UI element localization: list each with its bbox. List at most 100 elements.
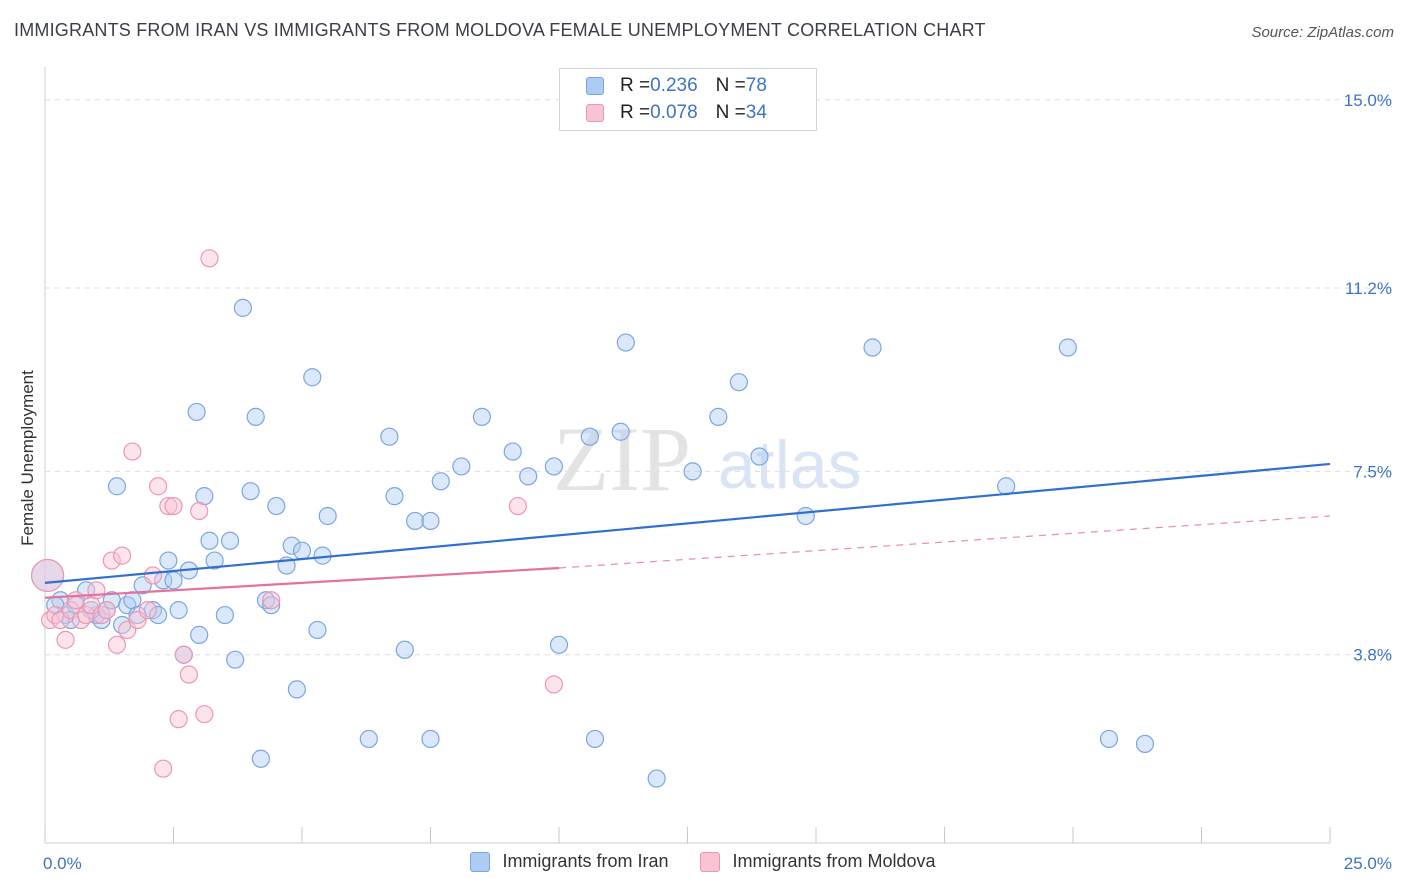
moldova-point[interactable] bbox=[200, 249, 219, 268]
iran-point[interactable] bbox=[580, 427, 599, 446]
iran-point[interactable] bbox=[226, 650, 245, 669]
moldova-point[interactable] bbox=[71, 610, 91, 630]
iran-point[interactable] bbox=[241, 482, 260, 501]
iran-point[interactable] bbox=[287, 680, 306, 699]
moldova-point[interactable] bbox=[544, 675, 563, 694]
series-legend-moldova[interactable]: Immigrants from Moldova bbox=[700, 851, 936, 872]
moldova-point[interactable] bbox=[190, 501, 209, 521]
legend-iran-r-value: 0.236 bbox=[650, 75, 698, 96]
iran-point[interactable] bbox=[303, 368, 322, 387]
iran-point[interactable] bbox=[233, 298, 252, 317]
iran-point[interactable] bbox=[318, 506, 337, 526]
iran-point[interactable] bbox=[421, 729, 440, 749]
moldova-point[interactable] bbox=[143, 566, 163, 585]
iran-point[interactable] bbox=[148, 605, 168, 625]
moldova-point[interactable] bbox=[195, 705, 214, 724]
moldova-point[interactable] bbox=[262, 591, 281, 610]
iran-point[interactable] bbox=[709, 407, 728, 426]
moldova-point[interactable] bbox=[66, 591, 85, 610]
iran-point[interactable] bbox=[997, 477, 1016, 496]
iran-point[interactable] bbox=[683, 462, 702, 481]
iran-point[interactable] bbox=[1058, 338, 1077, 357]
moldova-point[interactable] bbox=[107, 635, 127, 654]
iran-point[interactable] bbox=[863, 338, 882, 357]
moldova-point[interactable] bbox=[154, 759, 173, 778]
iran-point[interactable] bbox=[395, 640, 414, 659]
iran-point[interactable] bbox=[164, 571, 183, 590]
legend-row-moldova: R = 0.078 N = 34 bbox=[586, 101, 767, 125]
iran-point[interactable] bbox=[169, 601, 188, 620]
iran-point[interactable] bbox=[611, 422, 630, 441]
iran-point[interactable] bbox=[159, 551, 178, 570]
iran-point[interactable] bbox=[359, 729, 378, 749]
y-tick-label: 7.5% bbox=[1353, 462, 1392, 481]
iran-point[interactable] bbox=[380, 427, 399, 446]
moldova-point[interactable] bbox=[138, 601, 157, 620]
moldova-trend-line bbox=[44, 566, 560, 599]
iran-point[interactable] bbox=[544, 457, 563, 476]
iran-point[interactable] bbox=[267, 496, 286, 516]
moldova-point[interactable] bbox=[97, 601, 116, 620]
moldova-point[interactable] bbox=[508, 496, 527, 516]
legend-moldova-n-value: 34 bbox=[745, 102, 767, 123]
y-tick-label: 3.8% bbox=[1353, 646, 1392, 665]
series-legend-iran[interactable]: Immigrants from Iran bbox=[470, 851, 668, 872]
moldova-point[interactable] bbox=[123, 442, 142, 461]
moldova-point[interactable] bbox=[41, 610, 60, 630]
axes bbox=[44, 67, 1331, 844]
series-swatch-iran bbox=[470, 851, 491, 872]
moldova-point[interactable] bbox=[169, 710, 188, 729]
iran-point[interactable] bbox=[143, 601, 163, 620]
iran-point[interactable] bbox=[431, 472, 450, 491]
iran-point[interactable] bbox=[292, 541, 312, 560]
moldova-point[interactable] bbox=[148, 477, 168, 496]
iran-point[interactable] bbox=[616, 333, 635, 352]
iran-point[interactable] bbox=[549, 635, 569, 654]
chart-title: IMMIGRANTS FROM IRAN VS IMMIGRANTS FROM … bbox=[14, 20, 986, 40]
iran-point[interactable] bbox=[190, 625, 209, 644]
iran-point[interactable] bbox=[585, 729, 605, 749]
iran-point[interactable] bbox=[220, 531, 240, 550]
iran-point[interactable] bbox=[1135, 734, 1155, 754]
iran-point[interactable] bbox=[796, 506, 815, 526]
iran-point[interactable] bbox=[519, 467, 538, 486]
iran-point[interactable] bbox=[251, 749, 270, 768]
moldova-point[interactable] bbox=[92, 605, 111, 625]
iran-point[interactable] bbox=[647, 769, 666, 788]
axis-tick-labels: 3.8% 7.5% 11.2% 15.0% 0.0% 25.0% bbox=[43, 91, 1392, 873]
iran-point[interactable] bbox=[421, 511, 440, 531]
moldova-point[interactable] bbox=[102, 551, 121, 570]
moldova-point[interactable] bbox=[77, 605, 96, 625]
iran-point[interactable] bbox=[200, 531, 219, 550]
series-label-iran: Immigrants from Iran bbox=[502, 851, 669, 871]
iran-point[interactable] bbox=[503, 442, 522, 461]
moldova-point[interactable] bbox=[112, 546, 132, 565]
iran-point[interactable] bbox=[385, 487, 404, 506]
iran-point[interactable] bbox=[729, 373, 749, 392]
iran-point[interactable] bbox=[187, 402, 206, 422]
iran-point[interactable] bbox=[282, 536, 301, 555]
iran-point[interactable] bbox=[452, 457, 471, 476]
moldova-point[interactable] bbox=[159, 496, 178, 516]
iran-point[interactable] bbox=[246, 407, 265, 426]
iran-point[interactable] bbox=[1099, 729, 1119, 749]
iran-point[interactable] bbox=[750, 447, 769, 466]
data-points bbox=[30, 249, 1155, 788]
iran-point[interactable] bbox=[405, 511, 425, 531]
iran-point[interactable] bbox=[256, 591, 276, 610]
moldova-point[interactable] bbox=[164, 496, 183, 516]
iran-point[interactable] bbox=[472, 407, 491, 426]
iran-point[interactable] bbox=[215, 605, 234, 625]
moldova-point[interactable] bbox=[174, 645, 193, 664]
iran-point[interactable] bbox=[308, 620, 327, 640]
moldova-point[interactable] bbox=[30, 558, 65, 593]
moldova-point[interactable] bbox=[56, 630, 75, 649]
moldova-trend-extension bbox=[558, 515, 1331, 569]
iran-trend-line bbox=[44, 462, 1331, 584]
iran-point[interactable] bbox=[262, 596, 281, 615]
trend-lines bbox=[44, 462, 1331, 599]
iran-point[interactable] bbox=[107, 477, 127, 496]
iran-point[interactable] bbox=[205, 551, 224, 570]
moldova-point[interactable] bbox=[87, 581, 106, 600]
moldova-point[interactable] bbox=[179, 665, 199, 684]
